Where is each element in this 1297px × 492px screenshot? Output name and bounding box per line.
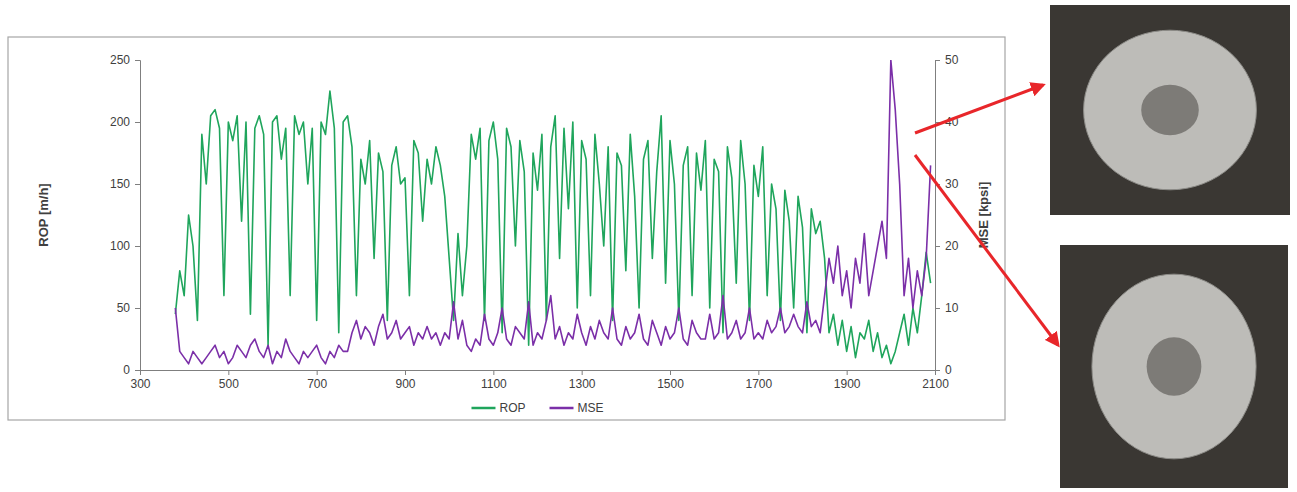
x-axis: 300 500 700 900 1100 1300 1500 1700 1900 2100: [130, 370, 949, 391]
y-tick-mark: [135, 370, 140, 371]
y2-tick-label: 50: [945, 53, 959, 67]
x-axis-line: [141, 371, 936, 376]
y-axis-line: [135, 61, 141, 371]
x-tick-label: 1100: [481, 377, 507, 391]
y-axis: 0 50 100 150 200 250: [110, 53, 141, 377]
x-tick-label: 900: [395, 377, 415, 391]
x-tick-label: 500: [219, 377, 239, 391]
y-tick-label: 100: [110, 239, 130, 253]
x-tick-mark: [758, 370, 759, 375]
x-tick-mark: [670, 370, 671, 375]
y-tick: 100: [110, 239, 140, 253]
y2-tick-label: 30: [945, 177, 959, 191]
y-tick: 0: [123, 363, 140, 377]
photo-bit: [1084, 30, 1257, 190]
y-tick: 50: [117, 301, 140, 315]
x-tick-mark: [317, 370, 318, 375]
y-axis-title: ROP [m/h]: [36, 183, 51, 246]
bit-photo: [1050, 5, 1290, 215]
photo-background: [1060, 245, 1288, 488]
x-tick-label: 1300: [569, 377, 596, 391]
x-tick-label: 2100: [922, 377, 949, 391]
x-tick: 1500: [657, 370, 684, 391]
x-tick: 1700: [745, 370, 772, 391]
y-tick: 150: [110, 177, 140, 191]
y2-tick-label: 20: [945, 239, 959, 253]
y2-tick-mark: [935, 370, 940, 371]
photo-bit-center: [1141, 85, 1199, 135]
legend-swatch: [550, 407, 574, 410]
x-tick-label: 300: [130, 377, 150, 391]
y2-tick-label: 0: [945, 363, 952, 377]
y-tick-label: 50: [117, 301, 131, 315]
y2-tick: 20: [935, 239, 959, 253]
y2-tick-mark: [935, 246, 940, 247]
y-tick: 200: [110, 115, 140, 129]
y-tick: 250: [110, 53, 140, 67]
bit-photo: [1060, 245, 1288, 488]
legend: ROP MSE: [471, 401, 603, 415]
y-tick-mark: [135, 308, 140, 309]
y2-tick: 0: [935, 363, 952, 377]
y-tick-label: 200: [110, 115, 130, 129]
y2-tick: 50: [935, 53, 959, 67]
x-tick-label: 1900: [834, 377, 861, 391]
photo-background: [1050, 5, 1290, 215]
x-tick-mark: [847, 370, 848, 375]
legend-swatch: [471, 407, 495, 410]
y2-tick: 10: [935, 301, 959, 315]
photo-bit: [1092, 274, 1256, 459]
x-tick: 1100: [481, 370, 507, 391]
legend-label: MSE: [578, 401, 604, 415]
y2-tick-mark: [935, 60, 940, 61]
plot-area: [175, 60, 930, 364]
y2-axis: 01020304050: [935, 53, 959, 377]
x-tick-label: 700: [307, 377, 327, 391]
y-tick-mark: [135, 184, 140, 185]
y-tick-mark: [135, 246, 140, 247]
arrow: [915, 85, 1043, 133]
y-tick-label: 150: [110, 177, 130, 191]
x-tick: 300: [130, 370, 150, 391]
x-tick-label: 1700: [745, 377, 772, 391]
legend-label: ROP: [499, 401, 525, 415]
y2-tick-mark: [935, 308, 940, 309]
legend-item: ROP: [471, 401, 525, 415]
chart-svg: 3005007009001100130015001700190021000501…: [0, 0, 1297, 492]
x-tick: 700: [307, 370, 327, 391]
x-tick-mark: [582, 370, 583, 375]
series-line: [175, 60, 930, 364]
chart-frame: [8, 37, 1005, 420]
photo-bit-center: [1147, 337, 1202, 395]
y2-tick-label: 10: [945, 301, 959, 315]
y-tick-label: 250: [110, 53, 130, 67]
x-tick-label: 1500: [657, 377, 684, 391]
y-tick-label: 0: [123, 363, 130, 377]
x-tick-mark: [228, 370, 229, 375]
y-tick-mark: [135, 60, 140, 61]
x-tick: 1300: [569, 370, 596, 391]
arrow: [915, 155, 1058, 345]
x-tick: 900: [395, 370, 415, 391]
legend-item: MSE: [550, 401, 604, 415]
y-tick-mark: [135, 122, 140, 123]
x-tick-mark: [405, 370, 406, 375]
y2-axis-line: [936, 61, 941, 371]
x-tick-mark: [493, 370, 494, 375]
x-tick: 1900: [834, 370, 861, 391]
x-tick: 500: [219, 370, 239, 391]
